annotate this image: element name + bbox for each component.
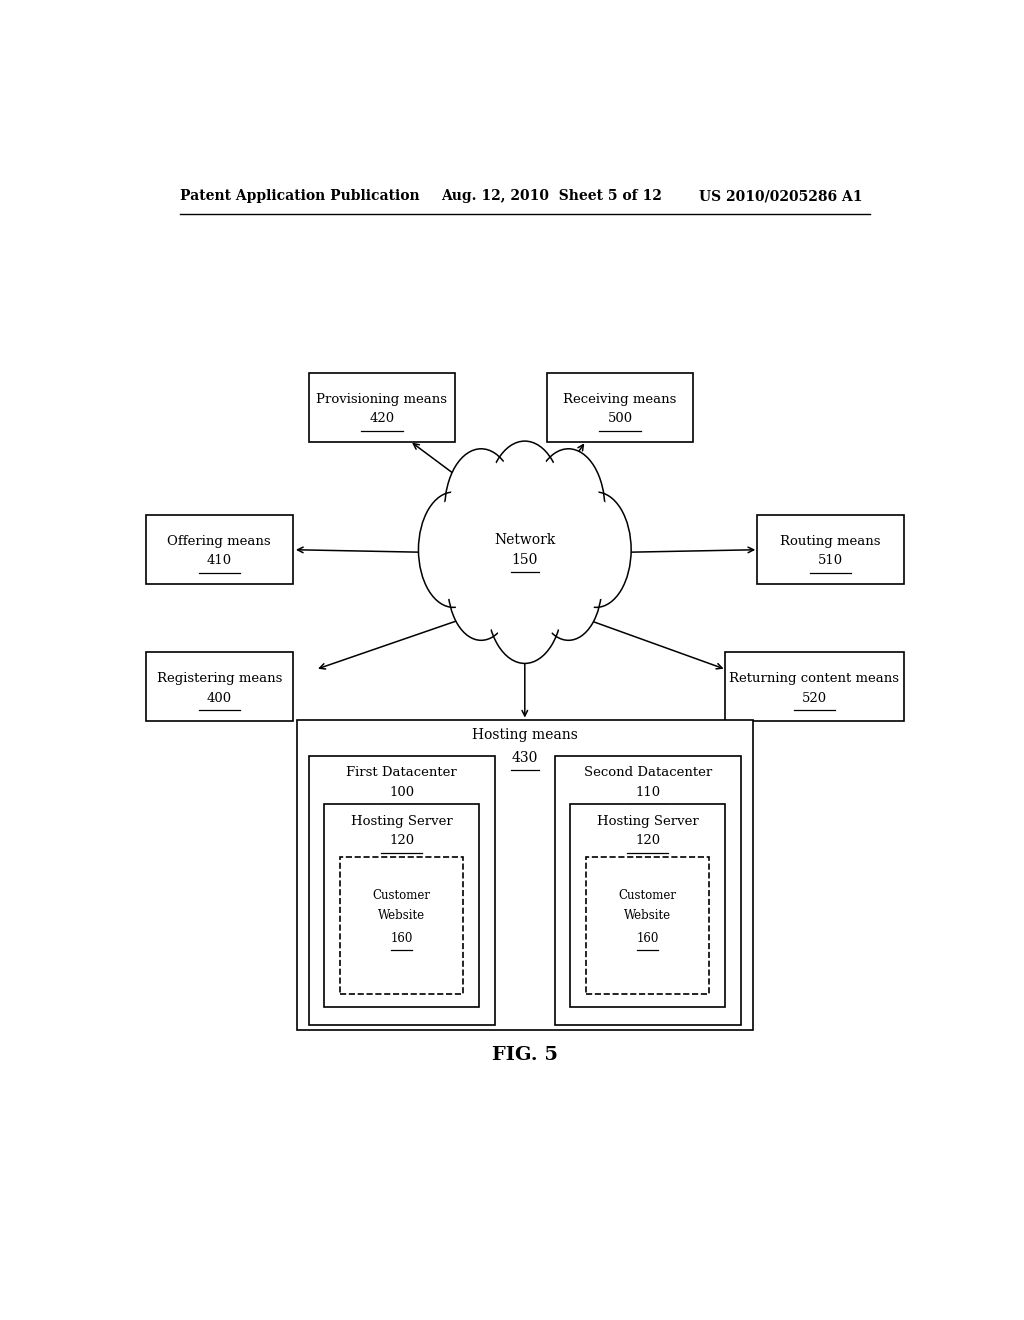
Ellipse shape xyxy=(477,471,572,628)
Text: 420: 420 xyxy=(370,412,394,425)
Bar xyxy=(725,652,904,722)
Bar xyxy=(325,804,479,1007)
Text: 400: 400 xyxy=(207,692,231,705)
Bar xyxy=(555,755,741,1024)
Text: Registering means: Registering means xyxy=(157,672,282,685)
Bar xyxy=(587,857,710,994)
Ellipse shape xyxy=(481,478,568,622)
Ellipse shape xyxy=(423,500,483,599)
Ellipse shape xyxy=(537,457,600,561)
Bar xyxy=(308,755,495,1024)
Bar xyxy=(340,857,463,994)
Text: Aug. 12, 2010  Sheet 5 of 12: Aug. 12, 2010 Sheet 5 of 12 xyxy=(441,189,663,203)
Text: 110: 110 xyxy=(635,785,660,799)
Text: 160: 160 xyxy=(390,932,413,945)
Text: Offering means: Offering means xyxy=(168,535,271,548)
Text: Second Datacenter: Second Datacenter xyxy=(584,767,712,779)
Text: Hosting Server: Hosting Server xyxy=(351,814,453,828)
Bar xyxy=(145,652,293,722)
Text: First Datacenter: First Datacenter xyxy=(346,767,457,779)
Text: Provisioning means: Provisioning means xyxy=(316,393,447,405)
Bar xyxy=(547,372,693,442)
Text: 120: 120 xyxy=(389,834,415,847)
Ellipse shape xyxy=(486,537,563,664)
Text: 160: 160 xyxy=(637,932,659,945)
Text: US 2010/0205286 A1: US 2010/0205286 A1 xyxy=(699,189,863,203)
Text: 120: 120 xyxy=(635,834,660,847)
Text: 500: 500 xyxy=(607,412,633,425)
Ellipse shape xyxy=(531,449,605,569)
Ellipse shape xyxy=(447,531,514,640)
Text: Network: Network xyxy=(495,532,555,546)
Text: Website: Website xyxy=(625,909,672,923)
Text: 520: 520 xyxy=(802,692,827,705)
Text: Customer: Customer xyxy=(618,888,677,902)
Text: Hosting Server: Hosting Server xyxy=(597,814,698,828)
Text: Returning content means: Returning content means xyxy=(729,672,899,685)
Ellipse shape xyxy=(444,449,518,569)
Bar xyxy=(570,804,725,1007)
Bar xyxy=(308,372,456,442)
Ellipse shape xyxy=(540,539,597,632)
Text: Customer: Customer xyxy=(373,888,431,902)
Ellipse shape xyxy=(536,531,602,640)
Text: Website: Website xyxy=(378,909,425,923)
Ellipse shape xyxy=(450,457,513,561)
Text: 410: 410 xyxy=(207,554,231,568)
Ellipse shape xyxy=(492,449,558,558)
Text: FIG. 5: FIG. 5 xyxy=(492,1045,558,1064)
Text: Receiving means: Receiving means xyxy=(563,393,677,405)
Ellipse shape xyxy=(419,492,488,607)
Text: 150: 150 xyxy=(512,553,538,566)
Ellipse shape xyxy=(486,441,563,566)
Text: Patent Application Publication: Patent Application Publication xyxy=(179,189,419,203)
Ellipse shape xyxy=(492,545,558,656)
Text: 430: 430 xyxy=(512,751,538,764)
Text: Routing means: Routing means xyxy=(780,535,881,548)
Text: 100: 100 xyxy=(389,785,415,799)
Ellipse shape xyxy=(453,539,510,632)
Bar xyxy=(297,719,753,1030)
Bar xyxy=(757,515,904,585)
Text: Hosting means: Hosting means xyxy=(472,729,578,742)
Ellipse shape xyxy=(566,500,627,599)
Bar xyxy=(145,515,293,585)
Text: 510: 510 xyxy=(818,554,843,568)
Ellipse shape xyxy=(561,492,631,607)
